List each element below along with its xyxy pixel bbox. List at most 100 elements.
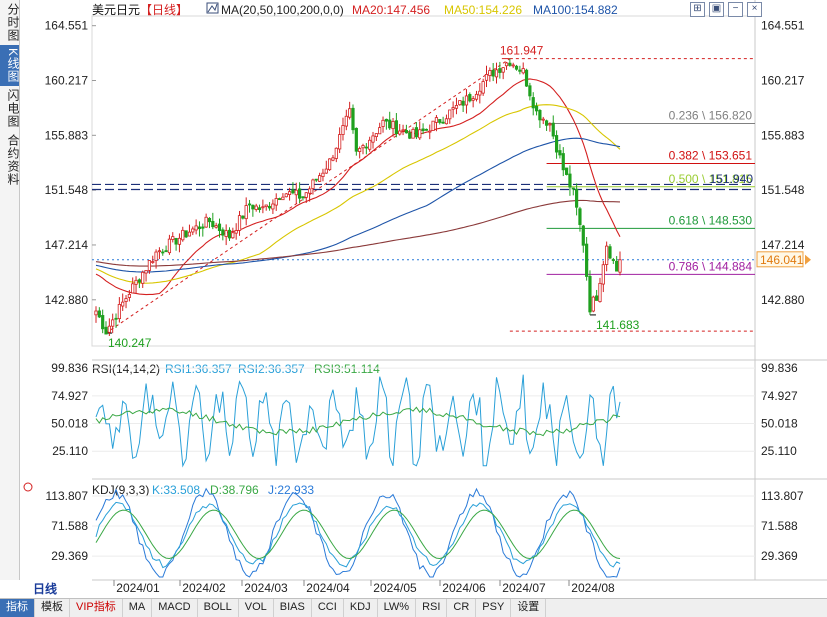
candle-body — [508, 62, 512, 66]
fib-level-label: 0.786 \ 144.884 — [669, 259, 753, 273]
current-price-marker-icon — [805, 254, 811, 265]
candle-body — [171, 236, 175, 240]
x-axis-label: 2024/07 — [502, 581, 546, 595]
tab-cr[interactable]: CR — [447, 599, 477, 617]
candle-body — [454, 105, 459, 109]
candle-body — [514, 65, 519, 70]
period-selector[interactable]: 日线 — [19, 581, 89, 597]
candle-body — [561, 153, 565, 171]
candle-body — [531, 97, 535, 109]
grid-icon[interactable]: ⊞ — [690, 2, 705, 17]
candle-body — [548, 123, 552, 126]
kdj-d-line — [95, 509, 621, 560]
candle-body — [468, 94, 472, 102]
ma50-value: MA50:154.226 — [444, 3, 522, 17]
price-pane-frame — [91, 15, 756, 347]
candle-body — [361, 145, 365, 149]
kline-chart[interactable]: 164.551 164.551 160.217 160.217 155.883 155.8… — [0, 0, 827, 598]
candle-body — [121, 301, 125, 307]
candle-body — [494, 69, 499, 78]
candle-body — [378, 127, 382, 135]
candle-body — [251, 204, 255, 210]
candle-body — [575, 188, 579, 208]
minus-icon[interactable]: − — [728, 2, 743, 17]
candle-body — [521, 68, 525, 74]
candle-body — [174, 238, 178, 245]
candle-body — [277, 198, 282, 201]
price-axis-label-left: 160.217 — [45, 73, 89, 87]
candle-body — [154, 251, 158, 262]
tab-kline[interactable]: K线图 — [0, 45, 20, 87]
tab-bias[interactable]: BIAS — [274, 599, 312, 617]
kdj-settings-icon[interactable] — [23, 482, 33, 492]
candle-body — [601, 264, 605, 285]
candle-body — [247, 203, 252, 206]
tab-settings[interactable]: 设置 — [511, 599, 547, 617]
candle-body — [448, 109, 452, 120]
candle-body — [294, 189, 298, 196]
kdj-d-value: D:38.796 — [210, 483, 259, 497]
tab-flash[interactable]: 闪电图 — [6, 89, 20, 129]
candle-body — [124, 298, 128, 302]
rsi2-value: RSI2:36.357 — [238, 362, 305, 376]
candle-body — [227, 229, 232, 239]
candle-body — [391, 121, 395, 130]
kdj-label: KDJ(9,3,3) — [92, 483, 149, 497]
candle-body — [408, 132, 412, 139]
tab-cci[interactable]: CCI — [312, 599, 344, 617]
candle-body — [564, 167, 569, 175]
candle-body — [147, 260, 152, 271]
candle-body — [141, 271, 145, 284]
x-axis-label: 2024/01 — [116, 581, 160, 595]
fib-level-label: 0.382 \ 153.651 — [669, 149, 753, 163]
candle-body — [388, 119, 392, 129]
current-price-value: 146.041 — [760, 253, 804, 267]
ma-settings-icon[interactable] — [206, 2, 219, 14]
candle-body — [237, 215, 242, 231]
tab-contract[interactable]: 合约资料 — [6, 134, 20, 187]
candle-body — [207, 217, 212, 223]
expand-icon[interactable]: ▣ — [709, 2, 724, 17]
kdj-axis-right: 29.369 — [761, 549, 798, 563]
candle-body — [474, 93, 479, 100]
tab-macd[interactable]: MACD — [152, 599, 198, 617]
candle-body — [371, 135, 375, 143]
close-icon[interactable]: × — [747, 2, 762, 17]
tab-templates[interactable]: 模板 — [35, 599, 70, 617]
x-axis-label: 2024/02 — [182, 581, 226, 595]
tab-rsi[interactable]: RSI — [416, 599, 448, 617]
tab-lw[interactable]: LW% — [378, 599, 417, 617]
rsi-axis-left: 74.927 — [51, 389, 88, 403]
tab-vol[interactable]: VOL — [239, 599, 274, 617]
tab-vip-indicators[interactable]: VIP指标 — [70, 599, 123, 617]
candle-body — [444, 118, 449, 125]
price-axis-label-left: 155.883 — [45, 128, 89, 142]
ma50-line — [95, 104, 621, 284]
tab-indicators[interactable]: 指标 — [0, 599, 35, 617]
candle-body — [538, 110, 542, 121]
tab-boll[interactable]: BOLL — [198, 599, 239, 617]
tab-ma[interactable]: MA — [123, 599, 153, 617]
rsi-label: RSI(14,14,2) — [92, 362, 160, 376]
candle-body — [595, 295, 599, 301]
price-axis-label-left: 142.880 — [45, 293, 89, 307]
candle-body — [504, 62, 509, 67]
tab-intraday[interactable]: 分时图 — [6, 3, 20, 42]
candle-body — [274, 198, 278, 206]
price-axis-label-right: 164.551 — [761, 19, 805, 33]
candle-body — [438, 119, 442, 123]
price-axis-label-right: 155.883 — [761, 128, 805, 142]
price-axis-label-left: 151.548 — [45, 183, 89, 197]
start-low-annotation: 140.247 — [108, 336, 152, 350]
candle-body — [421, 128, 425, 132]
rsi1-line — [95, 374, 621, 468]
candle-body — [334, 147, 338, 159]
candle-body — [541, 118, 545, 121]
tab-kdj[interactable]: KDJ — [344, 599, 378, 617]
rsi3-value: RSI3:51.114 — [314, 362, 380, 376]
candle-body — [217, 223, 222, 232]
candle-body — [588, 275, 592, 313]
candle-body — [234, 230, 238, 234]
price-axis-label-left: 147.214 — [45, 238, 89, 252]
tab-psy[interactable]: PSY — [476, 599, 512, 617]
